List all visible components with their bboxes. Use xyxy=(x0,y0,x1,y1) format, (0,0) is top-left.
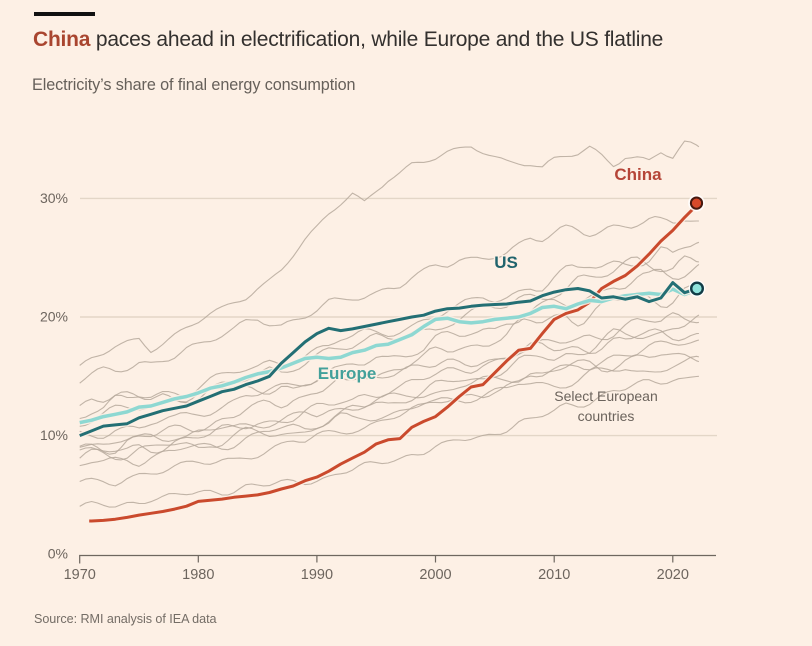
svg-text:30%: 30% xyxy=(40,190,68,206)
svg-text:1970: 1970 xyxy=(64,567,96,583)
svg-text:2000: 2000 xyxy=(419,567,451,583)
svg-text:20%: 20% xyxy=(40,309,68,325)
svg-text:1980: 1980 xyxy=(182,567,214,583)
svg-text:Select European: Select European xyxy=(554,388,658,404)
svg-text:0%: 0% xyxy=(48,546,68,562)
svg-text:2020: 2020 xyxy=(657,567,689,583)
svg-text:countries: countries xyxy=(578,408,635,424)
svg-text:1990: 1990 xyxy=(301,567,333,583)
svg-text:US: US xyxy=(494,253,518,272)
svg-text:10%: 10% xyxy=(40,427,68,443)
svg-text:Europe: Europe xyxy=(318,364,377,383)
svg-text:China: China xyxy=(614,165,662,184)
svg-text:2010: 2010 xyxy=(538,567,570,583)
